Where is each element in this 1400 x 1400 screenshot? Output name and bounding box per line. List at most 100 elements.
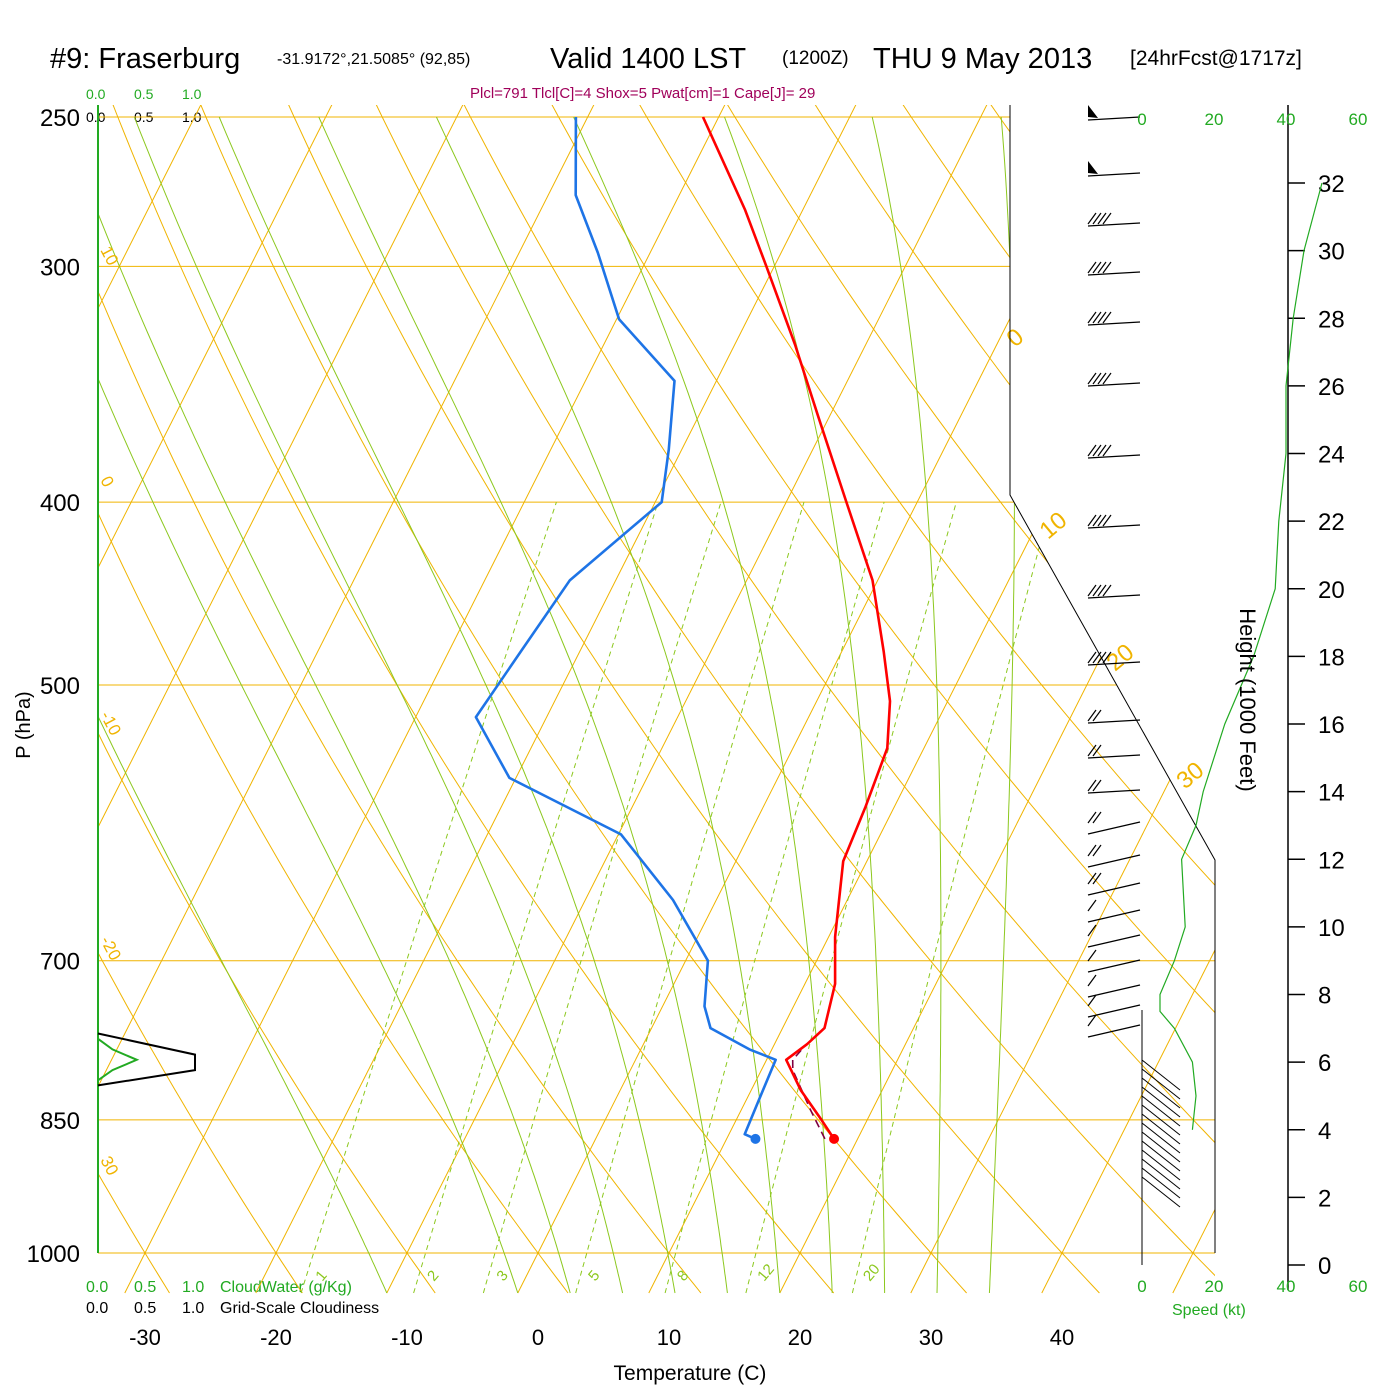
valid-time: Valid 1400 LST bbox=[550, 43, 746, 75]
wind-barb-low bbox=[1141, 1068, 1181, 1100]
wind-barb-shaft bbox=[1087, 882, 1141, 896]
wind-barb-low bbox=[1141, 1059, 1181, 1091]
wind-barb bbox=[1087, 779, 1141, 794]
sounding-profiles bbox=[474, 116, 892, 1144]
speed-axis-title: Speed (kt) bbox=[1172, 1302, 1246, 1319]
mixing-ratio-label: 8 bbox=[674, 1267, 692, 1284]
forecast-date: THU 9 May 2013 bbox=[873, 43, 1092, 75]
wind-barb bbox=[1087, 161, 1141, 177]
pressure-tick-label: 500 bbox=[40, 673, 80, 700]
moist-adiabat-line bbox=[133, 116, 624, 1294]
wind-barb-feather bbox=[1097, 651, 1107, 664]
cloudwater-label: CloudWater (g/Kg) bbox=[220, 1279, 352, 1296]
moist-adiabat-line bbox=[724, 116, 886, 1293]
wind-barb-feather bbox=[1087, 261, 1097, 274]
wind-barb bbox=[1087, 949, 1141, 973]
isotherm-line bbox=[1172, 105, 1215, 1294]
pressure-tick-label: 700 bbox=[40, 949, 80, 976]
mixing-ratio-line bbox=[482, 501, 722, 1294]
isotherm-label: -20 bbox=[96, 933, 124, 964]
wind-barb-feather bbox=[1092, 872, 1102, 885]
wind-barb-feather bbox=[1092, 844, 1102, 857]
speed-tick-bottom: 0 bbox=[1137, 1277, 1146, 1296]
wind-barb-feather bbox=[1092, 651, 1102, 664]
cloudiness-tick-bottom: 1.0 bbox=[182, 1300, 204, 1317]
wind-barb-feather bbox=[1087, 811, 1097, 824]
wind-barb-shaft bbox=[1087, 909, 1141, 923]
wind-barb-feather bbox=[1092, 811, 1102, 824]
wind-barb bbox=[1087, 212, 1141, 227]
mixing-ratio-label: 12 bbox=[754, 1261, 778, 1285]
height-tick-label: 32 bbox=[1318, 171, 1345, 198]
cloudiness-tick-top: 0.0 bbox=[86, 109, 106, 125]
isotherm-line bbox=[779, 105, 1215, 1294]
wind-barb-feather bbox=[1102, 584, 1112, 597]
cloudwater-tick-bottom: 1.0 bbox=[182, 1279, 204, 1296]
wind-barb-feather bbox=[1087, 872, 1097, 885]
mixing-ratio-line bbox=[575, 501, 805, 1294]
speed-tick-top: 40 bbox=[1277, 110, 1296, 129]
x-tick-label: 40 bbox=[1050, 1325, 1074, 1350]
wind-barb-feather bbox=[1102, 372, 1112, 385]
wind-barb-shaft bbox=[1087, 934, 1141, 948]
wind-barb-feather bbox=[1102, 261, 1112, 274]
wind-barb-feather bbox=[1102, 651, 1112, 664]
moist-adiabat-line bbox=[318, 116, 728, 1294]
station-coords: -31.9172°,21.5085° (92,85) bbox=[277, 51, 470, 68]
wind-barb-shaft bbox=[1087, 382, 1141, 387]
speed-tick-top: 0 bbox=[1137, 110, 1146, 129]
wind-barb bbox=[1087, 994, 1141, 1018]
wind-barb-feather bbox=[1092, 779, 1102, 792]
mixing-ratio-line bbox=[745, 501, 957, 1294]
stability-indices: Plcl=791 Tlcl[C]=4 Shox=5 Pwat[cm]=1 Cap… bbox=[470, 85, 815, 102]
height-axis-title: Height (1000 Feet) bbox=[1235, 608, 1260, 791]
wind-barb-feather bbox=[1087, 444, 1097, 457]
wind-barb-feather bbox=[1097, 311, 1107, 324]
wind-barb-feather bbox=[1102, 514, 1112, 527]
wind-barb bbox=[1087, 899, 1141, 923]
x-tick-label: -30 bbox=[129, 1325, 161, 1350]
wind-barb-feather bbox=[1092, 212, 1102, 225]
isotherm-line bbox=[98, 105, 337, 1294]
moist-adiabat-line bbox=[98, 116, 571, 1294]
cloudwater-tick-top: 0.5 bbox=[134, 86, 154, 102]
cloudwater-tick-top: 0.0 bbox=[86, 86, 106, 102]
dry-adiabat-line bbox=[98, 105, 569, 1294]
dry-adiabat-line bbox=[98, 105, 170, 1294]
speed-tick-bottom: 20 bbox=[1205, 1277, 1224, 1296]
height-tick-label: 16 bbox=[1318, 712, 1345, 739]
wind-barb-shaft bbox=[1087, 821, 1141, 835]
wind-barb bbox=[1087, 811, 1141, 835]
moist-adiabat-line bbox=[435, 116, 781, 1294]
wind-barb-feather bbox=[1097, 261, 1107, 274]
isotherm-line bbox=[98, 105, 599, 1294]
wind-barb-shaft bbox=[1087, 222, 1141, 227]
wind-barb-feather bbox=[1087, 514, 1097, 527]
dry-adiabat-line bbox=[98, 105, 436, 1294]
isotherm-line bbox=[255, 105, 861, 1294]
moist-adiabat-line bbox=[218, 116, 676, 1294]
wind-barb-feather bbox=[1097, 584, 1107, 597]
wind-barb-feather bbox=[1097, 212, 1107, 225]
wind-barb-feather bbox=[1087, 779, 1097, 792]
dry-adiabat-line bbox=[1062, 105, 1215, 1294]
isotherm-line bbox=[98, 105, 206, 1294]
pressure-axis-ticks: 250 300 400 500 700 850 1000 bbox=[27, 105, 80, 1268]
cloudiness-label: Grid-Scale Cloudiness bbox=[220, 1300, 379, 1317]
wind-barb bbox=[1087, 709, 1141, 724]
dry-adiabat-line bbox=[191, 105, 967, 1294]
isotherm-label: 30 bbox=[96, 1153, 122, 1179]
pressure-tick-label: 850 bbox=[40, 1108, 80, 1135]
moist-adiabat-line bbox=[573, 116, 833, 1294]
wind-barb-low bbox=[1141, 1149, 1181, 1181]
forecast-info: [24hrFcst@1717z] bbox=[1130, 47, 1302, 70]
wind-barb bbox=[1087, 372, 1141, 387]
background-grid bbox=[98, 105, 1215, 1294]
wind-barb-feather bbox=[1102, 311, 1112, 324]
moist-adiabat-line bbox=[98, 116, 388, 1294]
height-tick-label: 18 bbox=[1318, 644, 1345, 671]
height-tick-label: 8 bbox=[1318, 983, 1331, 1010]
wind-barb-feather bbox=[1087, 1014, 1097, 1027]
